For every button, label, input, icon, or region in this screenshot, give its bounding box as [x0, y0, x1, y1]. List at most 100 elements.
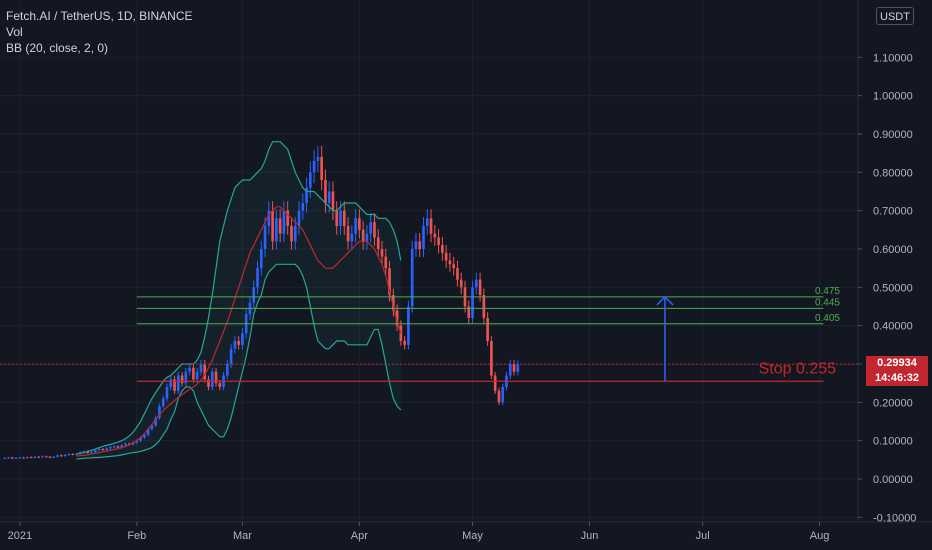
candle-body	[252, 287, 256, 303]
currency-badge[interactable]: USDT	[876, 7, 914, 25]
candle-body	[116, 446, 120, 448]
candle-body	[471, 287, 474, 318]
volume-legend[interactable]: Vol	[6, 25, 23, 39]
x-tick-label: Jun	[581, 530, 599, 542]
candle-body	[395, 310, 399, 326]
candle-body	[437, 237, 440, 246]
y-tick-label: 0.10000	[873, 436, 913, 448]
candle-body	[350, 233, 354, 242]
candle-body	[124, 443, 127, 446]
candle-body	[195, 371, 199, 380]
y-tick-label: 1.10000	[873, 52, 913, 64]
indicator-legend[interactable]: BB (20, close, 2, 0)	[6, 41, 109, 55]
candle-body	[324, 180, 327, 203]
candle-body	[493, 375, 497, 391]
fib-level-label: 0.405	[815, 313, 840, 324]
price-axis[interactable]: -0.100000.000000.100000.200000.300000.40…	[858, 52, 916, 524]
candle-body	[361, 229, 365, 242]
bollinger-band-area	[76, 141, 401, 460]
candle-body	[233, 341, 237, 349]
candle-body	[226, 364, 229, 376]
symbol-title[interactable]: Fetch.AI / TetherUS, 1D, BINANCE	[6, 9, 193, 23]
candle-body	[161, 398, 165, 407]
candle-body	[512, 364, 516, 372]
candle-body	[490, 341, 493, 376]
candle-body	[407, 306, 410, 345]
candle-body	[448, 260, 452, 265]
y-tick-label: 0.00000	[873, 474, 913, 486]
candle-body	[259, 249, 263, 269]
candle-body	[441, 245, 444, 253]
candle-body	[184, 371, 188, 384]
candle-body	[169, 379, 173, 387]
candle-body	[422, 226, 425, 249]
candle-body	[433, 233, 437, 238]
time-axis[interactable]: 2021 Feb Mar Apr May Jun Jul Aug	[8, 522, 830, 542]
candle-body	[369, 222, 373, 234]
fib-level-label: 0.445	[815, 297, 840, 308]
candle-body	[207, 379, 210, 387]
candle-body	[278, 218, 282, 234]
bollinger-lines	[76, 141, 402, 460]
candle-body	[478, 279, 482, 295]
candle-body	[150, 425, 154, 430]
annotations: Stop 0.255	[0, 295, 858, 382]
candle-body	[86, 451, 90, 453]
candle-body	[331, 191, 335, 211]
x-tick-label: Apr	[351, 530, 368, 542]
candle-body	[301, 203, 305, 211]
candle-body	[210, 371, 214, 387]
candle-body	[120, 445, 124, 448]
candle-body	[71, 454, 74, 456]
candle-body	[22, 457, 25, 459]
candle-body	[297, 210, 301, 226]
candle-body	[173, 379, 176, 391]
candle-body	[146, 429, 150, 435]
candle-body	[48, 456, 52, 458]
candle-body	[339, 210, 342, 226]
candle-body	[67, 454, 71, 456]
candle-body	[63, 454, 67, 456]
candle-body	[41, 456, 44, 458]
fib-level-label: 0.475	[815, 286, 840, 297]
x-tick-label: Aug	[810, 530, 830, 542]
candle-body	[429, 218, 433, 234]
candle-body	[410, 249, 414, 307]
candle-body	[33, 456, 37, 458]
candle-body	[392, 295, 395, 311]
candle-body	[90, 452, 93, 454]
candle-body	[482, 295, 486, 318]
candle-body	[139, 437, 142, 441]
candle-body	[18, 457, 22, 459]
candle-body	[229, 348, 233, 364]
candle-body	[474, 279, 478, 288]
bollinger-fill	[76, 141, 401, 460]
candle-body	[112, 446, 116, 448]
candle-body	[312, 160, 316, 173]
candle-body	[154, 417, 157, 426]
candle-body	[425, 218, 429, 226]
candle-body	[456, 268, 459, 280]
last-price-value: 0.29934	[877, 357, 917, 369]
candle-body	[452, 264, 455, 269]
chart-grid	[0, 0, 858, 522]
y-tick-label: 0.90000	[873, 129, 913, 141]
y-tick-label: 0.50000	[873, 282, 913, 294]
x-tick-label: 2021	[8, 530, 32, 542]
x-tick-label: Feb	[127, 530, 146, 542]
last-price-tag: 0.29934 14:46:32	[866, 356, 928, 386]
candle-body	[346, 226, 350, 242]
candle-body	[29, 457, 33, 459]
x-tick-label: Mar	[233, 530, 252, 542]
candle-body	[388, 268, 391, 295]
candle-body	[497, 390, 501, 403]
candle-body	[105, 448, 108, 450]
candle-body	[26, 457, 29, 459]
candle-body	[82, 451, 86, 453]
candle-body	[180, 375, 184, 384]
candle-body	[37, 456, 41, 458]
candle-body	[56, 455, 59, 457]
x-tick-label: May	[462, 530, 483, 542]
